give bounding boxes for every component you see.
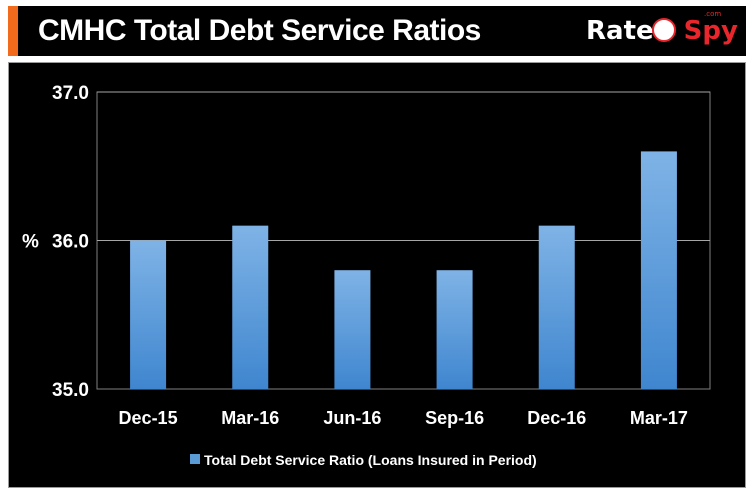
spy-face-icon	[652, 18, 676, 42]
logo-suffix: .com	[704, 10, 722, 18]
header-accent-stripe	[8, 6, 18, 56]
bar	[538, 225, 575, 389]
bar	[232, 225, 269, 389]
header-bar: CMHC Total Debt Service Ratios Rate Spy .…	[8, 6, 746, 56]
bar	[640, 151, 677, 389]
bar	[436, 270, 473, 389]
x-tick-label: Mar-17	[630, 408, 688, 428]
y-tick-label: 35.0	[52, 380, 89, 401]
x-tick-label: Dec-16	[527, 408, 586, 428]
y-axis-label: %	[22, 232, 39, 253]
legend-label: Total Debt Service Ratio (Loans Insured …	[204, 452, 537, 468]
x-tick-label: Sep-16	[425, 408, 484, 428]
bar	[130, 240, 167, 389]
legend-swatch	[190, 454, 200, 464]
x-tick-label: Dec-15	[119, 408, 178, 428]
plot-area: 35.0 36.0 37.0% Dec-15 Mar-16 Jun-16 Sep-16 Dec…	[22, 83, 711, 468]
x-tick-label: Jun-16	[323, 408, 381, 428]
bar	[334, 270, 371, 389]
logo-text-rate: Rate	[586, 16, 654, 46]
logo-text-spy: Spy	[683, 16, 738, 46]
y-tick-label: 37.0	[52, 83, 89, 104]
y-tick-label: 36.0	[52, 232, 89, 253]
x-tick-label: Mar-16	[221, 408, 279, 428]
ratespy-logo: Rate Spy .com	[586, 10, 738, 51]
page-title: CMHC Total Debt Service Ratios	[38, 14, 481, 47]
